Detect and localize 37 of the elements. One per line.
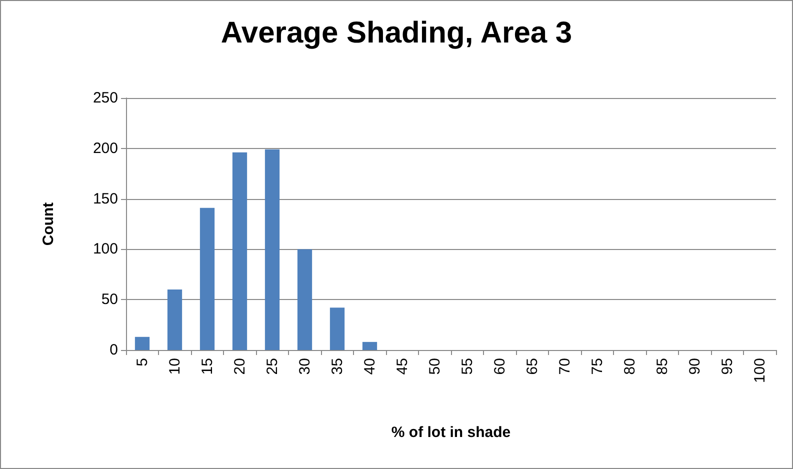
x-tick-label: 55 xyxy=(458,358,476,375)
bar xyxy=(330,308,345,350)
x-tick-label: 20 xyxy=(231,358,248,375)
x-tick-label: 90 xyxy=(686,358,704,375)
bar xyxy=(232,152,248,350)
chart-title: Average Shading, Area 3 xyxy=(220,16,572,50)
x-tick-label: 100 xyxy=(751,358,768,384)
y-tick-label: 150 xyxy=(92,190,118,208)
y-tick-label: 100 xyxy=(92,240,118,258)
bar xyxy=(264,149,280,350)
x-tick-label: 30 xyxy=(296,358,314,375)
y-axis-title: Count xyxy=(40,202,57,246)
x-tick-label: 15 xyxy=(198,358,216,375)
y-tick-label: 250 xyxy=(92,90,118,106)
bar xyxy=(200,208,215,350)
x-tick-label: 50 xyxy=(426,358,444,375)
bar xyxy=(134,336,150,350)
x-tick-label: 60 xyxy=(491,358,508,375)
bar xyxy=(167,290,182,350)
x-tick-label: 85 xyxy=(654,358,671,375)
y-tick-label: 50 xyxy=(101,291,118,308)
x-tick-label: 70 xyxy=(556,358,574,375)
x-tick-label: 40 xyxy=(361,358,378,375)
y-tick-label: 200 xyxy=(92,140,118,157)
bar xyxy=(362,342,378,350)
bar xyxy=(297,249,312,350)
x-tick-label: 10 xyxy=(166,358,184,375)
y-tick-label: 0 xyxy=(110,342,118,358)
x-tick-label: 80 xyxy=(621,358,638,375)
x-axis-title: % of lot in shade xyxy=(391,424,511,441)
x-tick-label: 65 xyxy=(524,358,541,375)
x-tick-label: 75 xyxy=(588,358,606,375)
x-tick-label: 5 xyxy=(134,358,151,366)
x-tick-label: 95 xyxy=(718,358,736,375)
x-tick-label: 25 xyxy=(264,358,281,375)
x-tick-label: 45 xyxy=(394,358,411,375)
x-tick-label: 35 xyxy=(328,358,346,375)
